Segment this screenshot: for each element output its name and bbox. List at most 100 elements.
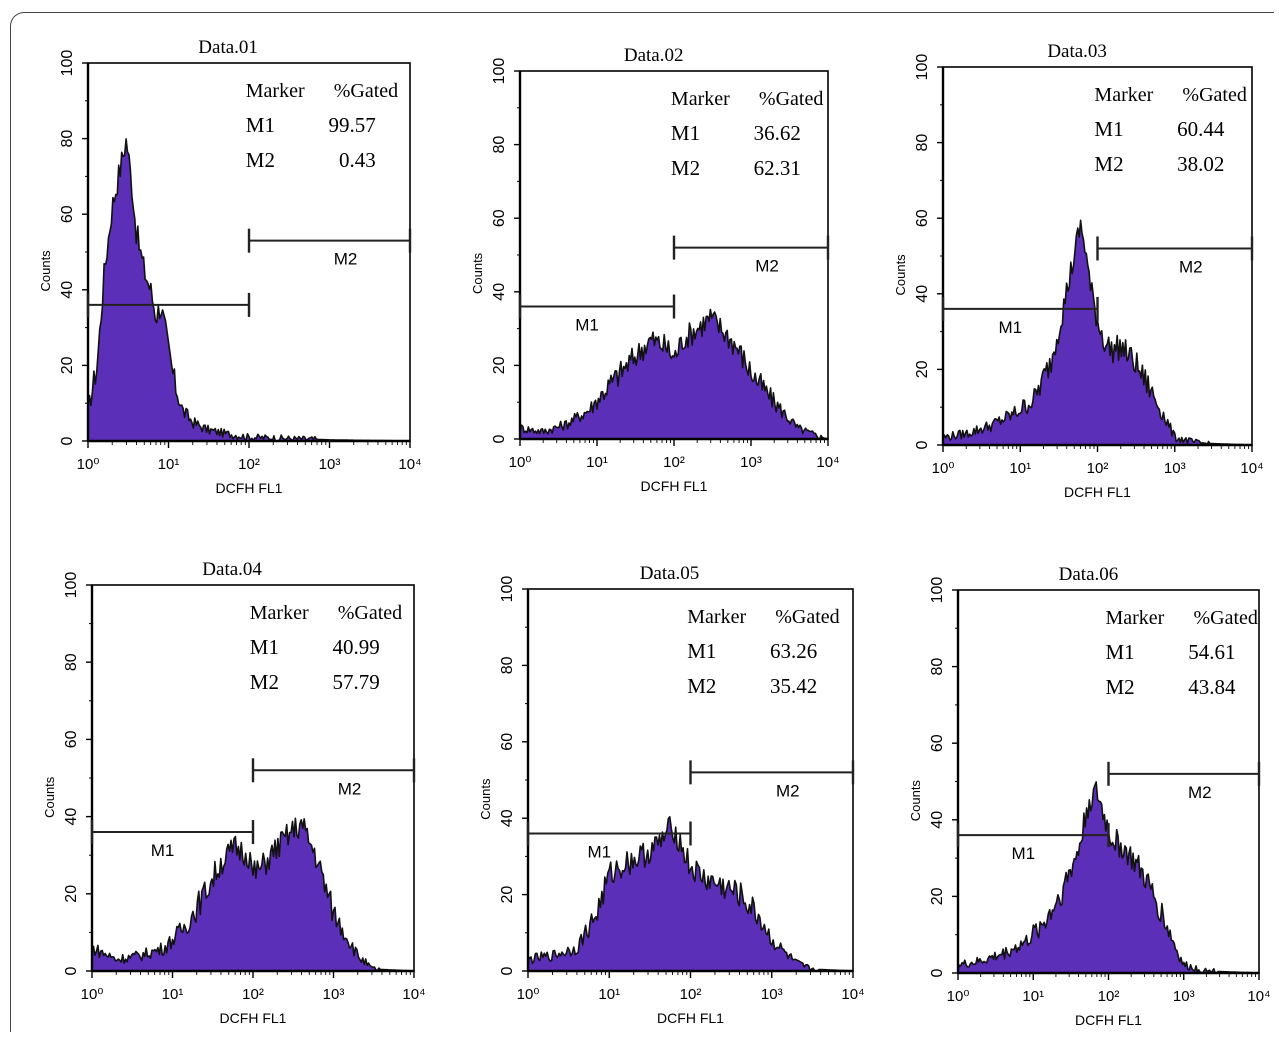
gate-marker-m2: M2 <box>1107 761 1261 802</box>
stats-row-pct: 0.43 <box>339 148 376 172</box>
stats-row-pct: 99.57 <box>329 113 376 137</box>
stats-row-pct: 36.62 <box>754 121 801 145</box>
y-axis-label: Counts <box>42 776 57 818</box>
stats-header-marker: Marker <box>246 80 305 102</box>
y-tick-label: 100 <box>59 50 76 77</box>
y-tick-label: 0 <box>59 436 76 445</box>
gate-marker-m2: M2 <box>1096 236 1254 276</box>
x-tick-label: 10² <box>1098 988 1120 1005</box>
y-tick-label: 60 <box>491 209 508 227</box>
y-axis-label: Counts <box>470 252 485 294</box>
stats-row-name: M2 <box>1105 675 1134 699</box>
histogram-panel-3: Data.03 0 20 40 60 80 100 Counts 10⁰ 10¹ 10² 10³ 10⁴… <box>893 41 1264 500</box>
gate-marker-m2: M2 <box>247 228 412 269</box>
y-tick-label: 100 <box>63 572 80 599</box>
y-tick-label: 40 <box>59 281 76 299</box>
x-tick-label: 10¹ <box>598 986 620 1003</box>
y-tick-label: 0 <box>63 966 80 975</box>
y-tick-label: 80 <box>929 658 946 676</box>
histogram-area <box>91 817 415 972</box>
x-tick-label: 10² <box>242 986 264 1003</box>
y-tick-label: 80 <box>914 134 931 152</box>
stats-row-name: M2 <box>246 148 275 172</box>
histogram-panel-6: Data.06 0 20 40 60 80 100 Counts 10⁰ 10¹ 10² 10³ 10⁴… <box>908 564 1271 1028</box>
figure-frame <box>10 12 1274 1032</box>
x-axis-label: DCFH FL1 <box>1075 1012 1142 1028</box>
histogram-panel-1: Data.01 0 20 40 60 80 100 Counts 10⁰ 10¹ 10² 10³ 10⁴… <box>38 37 422 496</box>
x-tick-label: 10¹ <box>162 986 184 1003</box>
y-tick-label: 0 <box>929 968 946 977</box>
stats-row-name: M1 <box>250 635 279 659</box>
y-tick-label: 0 <box>914 440 931 449</box>
gate-stats-table: Marker %Gated M1 63.26 M2 35.42 <box>687 606 839 698</box>
x-axis-label: DCFH FL1 <box>657 1010 724 1026</box>
y-tick-label: 0 <box>491 434 508 443</box>
stats-header-gated: %Gated <box>334 80 398 102</box>
stats-row-pct: 43.84 <box>1188 675 1236 699</box>
gate-marker-m2: M2 <box>672 235 830 276</box>
x-tick-label: 10¹ <box>158 456 180 473</box>
gate-label: M1 <box>151 841 175 860</box>
y-tick-label: 20 <box>59 356 76 374</box>
stats-header-gated: %Gated <box>759 88 823 110</box>
x-axis-label: DCFH FL1 <box>220 1010 287 1026</box>
gate-marker-m1: M1 <box>941 296 1099 337</box>
y-tick-label: 40 <box>929 811 946 829</box>
y-tick-label: 20 <box>499 886 516 904</box>
y-tick-label: 40 <box>914 285 931 303</box>
x-tick-label: 10² <box>1087 460 1109 477</box>
y-tick-label: 80 <box>491 136 508 154</box>
chart-title: Data.03 <box>1047 41 1107 62</box>
y-tick-label: 80 <box>499 656 516 674</box>
x-tick-label: 10⁰ <box>932 460 955 477</box>
y-tick-label: 60 <box>914 209 931 227</box>
y-tick-label: 60 <box>63 730 80 748</box>
histogram-panel-5: Data.05 0 20 40 60 80 100 Counts 10⁰ 10¹ 10² 10³ 10⁴… <box>478 563 865 1026</box>
y-tick-label: 60 <box>499 733 516 751</box>
x-tick-label: 10² <box>663 454 685 471</box>
gate-stats-table: Marker %Gated M1 99.57 M2 0.43 <box>246 80 398 172</box>
y-tick-label: 100 <box>914 54 931 81</box>
x-tick-label: 10⁴ <box>841 986 864 1003</box>
histogram-panel-2: Data.02 0 20 40 60 80 100 Counts 10⁰ 10¹ 10² 10³ 10⁴… <box>470 45 840 494</box>
stats-header-gated: %Gated <box>775 606 839 628</box>
stats-row-name: M2 <box>250 670 279 694</box>
x-tick-label: 10⁴ <box>402 986 425 1003</box>
x-tick-label: 10³ <box>740 454 762 471</box>
chart-title: Data.06 <box>1059 564 1119 585</box>
stats-header-marker: Marker <box>671 88 730 110</box>
y-tick-label: 60 <box>59 205 76 223</box>
x-tick-label: 10⁰ <box>947 988 970 1005</box>
gate-label: M1 <box>575 316 599 335</box>
x-tick-label: 10¹ <box>1009 460 1031 477</box>
histogram-area <box>87 138 411 442</box>
gate-marker-m1 <box>86 292 251 317</box>
histogram-area <box>527 816 854 972</box>
gate-marker-m2: M2 <box>251 758 416 798</box>
stats-header-gated: %Gated <box>1182 84 1246 106</box>
y-tick-label: 20 <box>929 887 946 905</box>
y-tick-label: 20 <box>914 360 931 378</box>
x-tick-label: 10³ <box>761 986 783 1003</box>
y-tick-label: 20 <box>63 885 80 903</box>
chart-title: Data.05 <box>640 563 700 584</box>
gate-label: M1 <box>998 318 1022 337</box>
stats-row-name: M1 <box>246 113 275 137</box>
x-tick-label: 10³ <box>1164 460 1186 477</box>
gate-label: M1 <box>1011 844 1035 863</box>
x-axis-label: DCFH FL1 <box>1064 484 1131 500</box>
x-tick-label: 10¹ <box>586 454 608 471</box>
x-tick-label: 10⁴ <box>1247 988 1270 1005</box>
stats-header-gated: %Gated <box>1193 607 1257 629</box>
chart-title: Data.01 <box>198 37 258 58</box>
x-tick-label: 10⁰ <box>77 456 100 473</box>
gate-label: M2 <box>1188 783 1212 802</box>
x-tick-label: 10⁴ <box>1240 460 1263 477</box>
x-axis-label: DCFH FL1 <box>216 480 283 496</box>
chart-title: Data.04 <box>202 559 262 580</box>
x-tick-label: 10² <box>680 986 702 1003</box>
x-tick-label: 10³ <box>323 986 345 1003</box>
y-tick-label: 20 <box>491 356 508 374</box>
histogram-area <box>519 308 829 440</box>
